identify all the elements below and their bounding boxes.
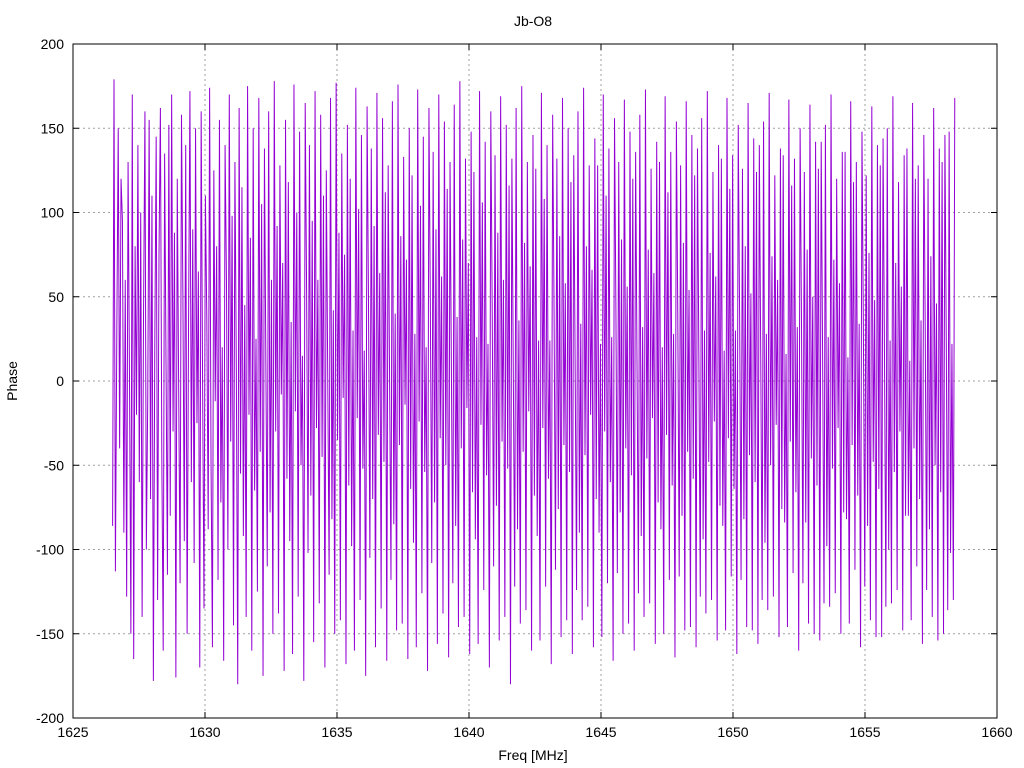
x-tick-label: 1625: [57, 724, 88, 740]
x-axis-title: Freq [MHz]: [498, 747, 567, 763]
y-tick-label: -100: [36, 542, 64, 558]
y-tick-label: -150: [36, 626, 64, 642]
y-axis-title: Phase: [4, 361, 20, 401]
x-tick-label: 1630: [189, 724, 220, 740]
x-tick-label: 1650: [717, 724, 748, 740]
x-tick-label: 1640: [453, 724, 484, 740]
series-group: [112, 79, 956, 685]
y-tick-label: -200: [36, 710, 64, 726]
x-tick-label: 1660: [981, 724, 1012, 740]
y-tick-label: 50: [48, 289, 64, 305]
chart-title: Jb-O8: [514, 13, 552, 29]
y-tick-label: 200: [41, 36, 65, 52]
y-tick-label: -50: [44, 457, 64, 473]
x-tick-label: 1655: [849, 724, 880, 740]
x-tick-label: 1645: [585, 724, 616, 740]
tick-marks: [72, 43, 998, 719]
y-tick-labels: -200 -150 -100 -50 0 50 100 150 200: [36, 36, 64, 726]
y-tick-label: 100: [41, 205, 65, 221]
y-tick-label: 0: [56, 373, 64, 389]
x-tick-label: 1635: [321, 724, 352, 740]
series-line: [112, 79, 956, 685]
x-tick-labels: 1625 1630 1635 1640 1645 1650 1655 1660: [57, 724, 1012, 740]
y-tick-label: 150: [41, 120, 65, 136]
